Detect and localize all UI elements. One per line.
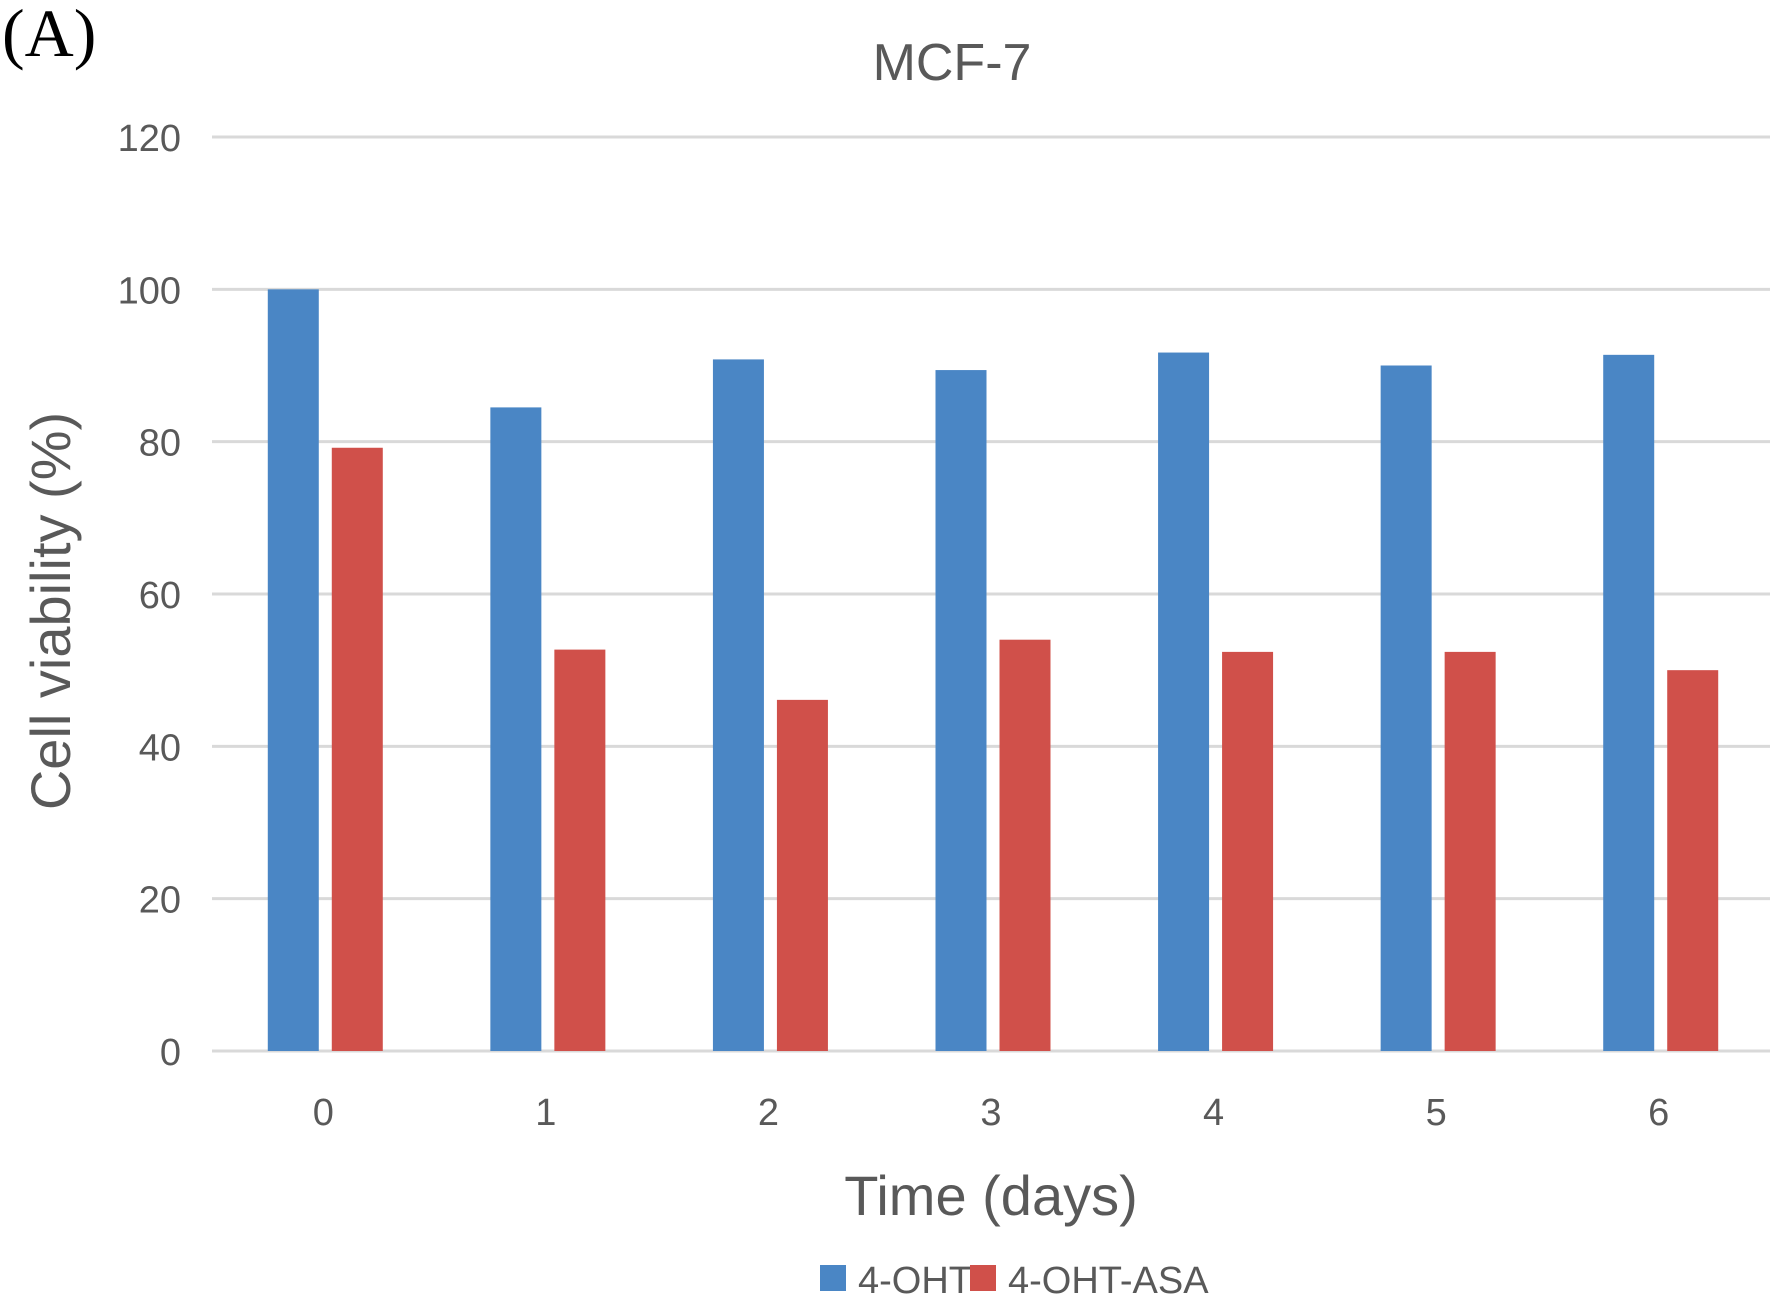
legend-swatch [820,1265,846,1291]
y-tick-label: 20 [139,880,181,922]
x-tick-label: 3 [980,1092,1001,1134]
bar-4-oht-day-0 [267,289,319,1051]
x-tick-label: 5 [1426,1092,1447,1134]
bar-4-oht-day-6 [1603,354,1655,1051]
legend-swatch [970,1265,996,1291]
bar-4-oht-day-1 [490,407,542,1051]
bar-4-oht-day-4 [1158,352,1210,1052]
bar-4-oht-asa-day-4 [1222,651,1274,1051]
y-tick-label: 120 [118,118,181,160]
bar-4-oht-asa-day-6 [1667,670,1719,1051]
x-tick-label: 6 [1648,1092,1669,1134]
bar-4-oht-asa-day-2 [776,699,828,1051]
legend-label: 4-OHT [858,1260,972,1302]
x-tick-label: 1 [535,1092,556,1134]
y-axis-label: Cell viability (%) [19,412,82,810]
chart-title: MCF-7 [873,34,1032,92]
legend-label: 4-OHT-ASA [1008,1260,1209,1302]
bar-4-oht-day-3 [935,370,987,1051]
x-tick-label: 4 [1203,1092,1224,1134]
y-tick-label: 80 [139,423,181,465]
x-tick-label: 2 [758,1092,779,1134]
bar-4-oht-asa-day-5 [1444,651,1496,1051]
bar-4-oht-asa-day-3 [999,639,1051,1051]
x-tick-label: 0 [313,1092,334,1134]
panel-label: (A) [2,0,97,71]
bar-4-oht-asa-day-0 [331,447,383,1051]
x-axis-label: Time (days) [844,1164,1138,1227]
bar-4-oht-asa-day-1 [554,649,606,1051]
y-tick-label: 60 [139,575,181,617]
y-tick-label: 0 [160,1032,181,1074]
bar-4-oht-day-2 [712,359,764,1051]
bar-4-oht-day-5 [1380,365,1432,1051]
y-tick-label: 100 [118,270,181,312]
y-tick-label: 40 [139,727,181,769]
